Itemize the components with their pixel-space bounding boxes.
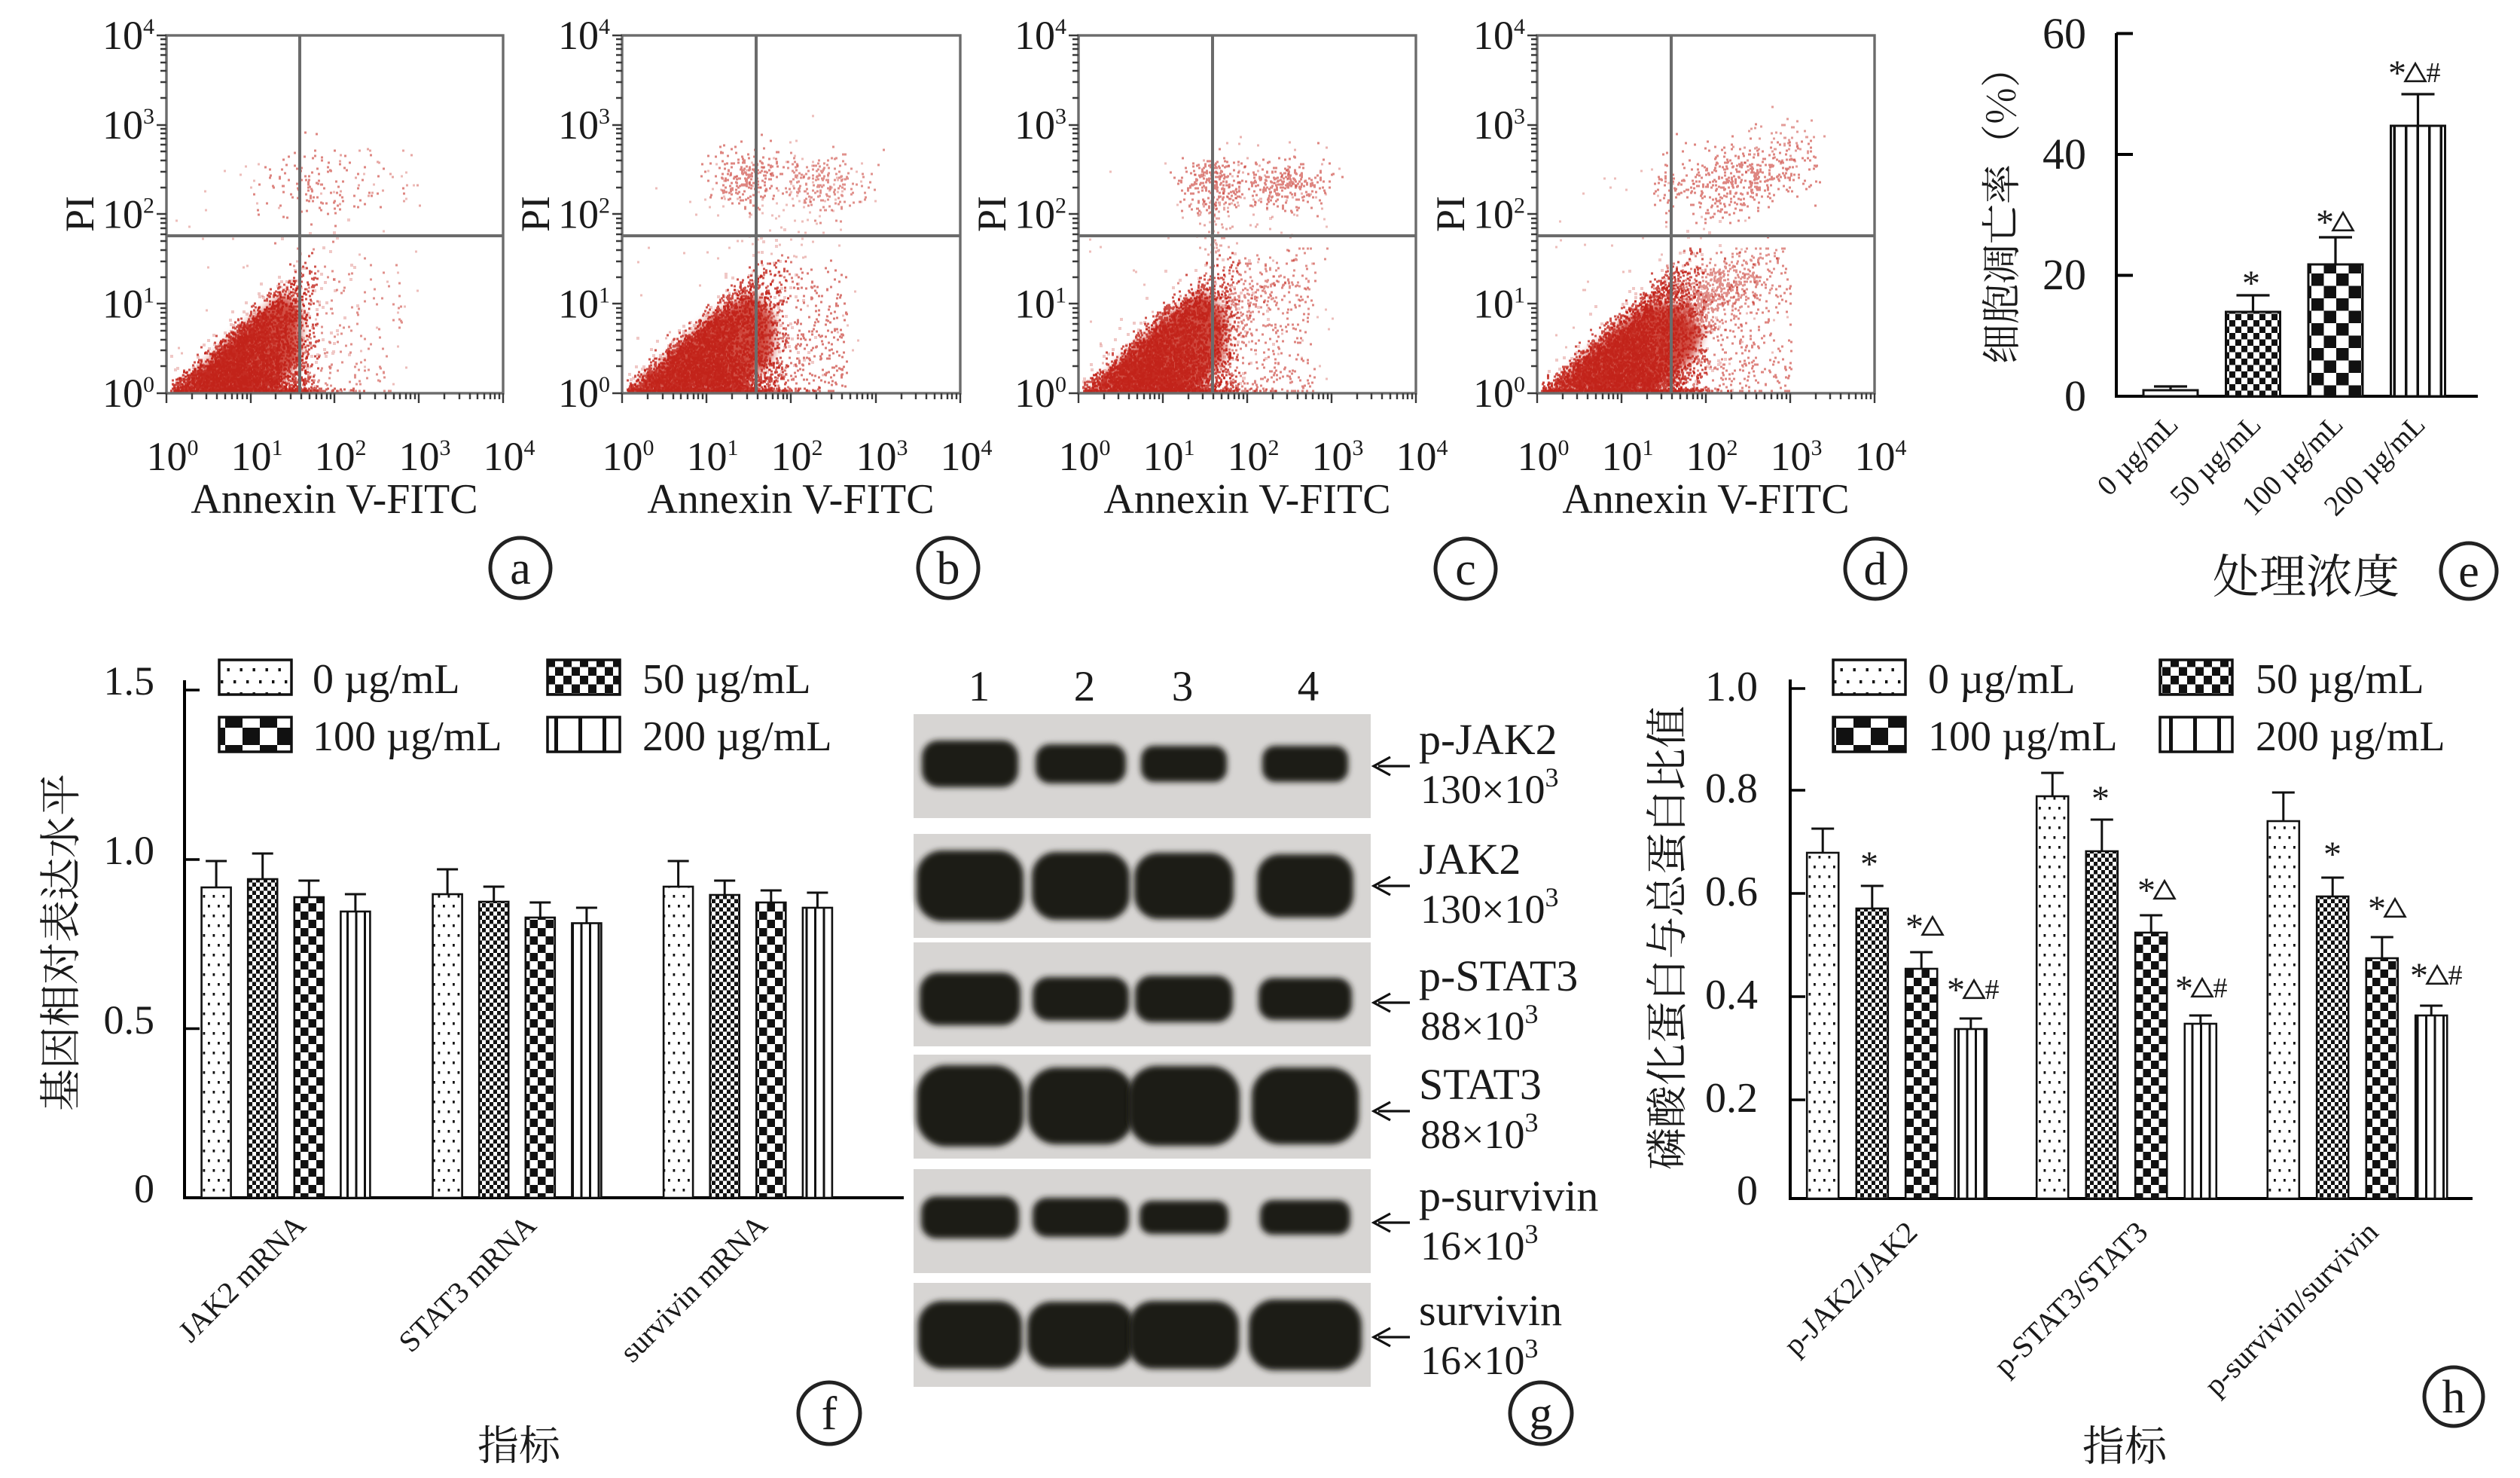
svg-text:2: 2 — [1074, 663, 1096, 710]
svg-text:1.0: 1.0 — [1705, 664, 1758, 710]
svg-text:130×103: 130×103 — [1420, 762, 1558, 812]
svg-text:0.4: 0.4 — [1705, 972, 1758, 1018]
svg-text:100: 100 — [558, 371, 610, 416]
svg-text:a: a — [510, 543, 531, 594]
svg-text:104: 104 — [1014, 13, 1066, 58]
svg-text:#: # — [1985, 974, 2000, 1006]
svg-text:100 µg/mL: 100 µg/mL — [313, 713, 502, 760]
svg-text:103: 103 — [1771, 434, 1823, 479]
svg-text:0: 0 — [2064, 371, 2086, 420]
svg-text:p-JAK2: p-JAK2 — [1419, 715, 1557, 764]
svg-text:102: 102 — [1228, 434, 1280, 479]
svg-text:p-STAT3: p-STAT3 — [1419, 951, 1578, 1000]
svg-text:PI: PI — [513, 196, 558, 232]
svg-text:102: 102 — [771, 434, 823, 479]
svg-text:0: 0 — [134, 1166, 154, 1211]
svg-text:d: d — [1864, 544, 1887, 595]
svg-text:h: h — [2442, 1372, 2466, 1423]
svg-text:1.0: 1.0 — [104, 828, 155, 873]
svg-text:60: 60 — [2043, 9, 2086, 58]
svg-text:3: 3 — [1172, 663, 1194, 710]
svg-text:0 µg/mL: 0 µg/mL — [313, 656, 460, 703]
svg-text:*: * — [2316, 203, 2334, 243]
svg-text:*: * — [1905, 907, 1924, 947]
svg-text:100 µg/mL: 100 µg/mL — [1928, 713, 2118, 760]
svg-text:20: 20 — [2043, 250, 2086, 299]
svg-text:4: 4 — [1298, 663, 1319, 710]
svg-text:104: 104 — [102, 13, 154, 58]
svg-text:103: 103 — [856, 434, 908, 479]
svg-text:100: 100 — [102, 371, 154, 416]
svg-text:PI: PI — [57, 196, 102, 232]
svg-text:101: 101 — [1143, 434, 1195, 479]
svg-text:STAT3: STAT3 — [1419, 1060, 1542, 1109]
svg-text:0: 0 — [1737, 1168, 1758, 1214]
svg-text:Annexin V-FITC: Annexin V-FITC — [1562, 476, 1849, 523]
svg-text:0.6: 0.6 — [1705, 869, 1758, 915]
svg-text:0 µg/mL: 0 µg/mL — [1928, 656, 2076, 703]
svg-text:101: 101 — [1014, 281, 1066, 326]
svg-text:88×103: 88×103 — [1420, 1107, 1538, 1157]
svg-text:p-survivin: p-survivin — [1419, 1171, 1598, 1220]
svg-text:Annexin V-FITC: Annexin V-FITC — [191, 476, 477, 523]
svg-text:e: e — [2458, 546, 2479, 597]
svg-text:#: # — [2213, 973, 2228, 1004]
svg-text:*: * — [1860, 844, 1878, 884]
svg-text:1: 1 — [969, 663, 990, 710]
svg-text:200 µg/mL: 200 µg/mL — [642, 713, 832, 760]
svg-text:survivin: survivin — [1419, 1286, 1562, 1335]
svg-text:*: * — [2410, 956, 2428, 996]
svg-text:0.5: 0.5 — [104, 997, 155, 1043]
svg-text:*: * — [2137, 871, 2155, 911]
svg-text:*: * — [2323, 835, 2342, 875]
svg-text:*: * — [2242, 264, 2260, 304]
svg-text:c: c — [1455, 544, 1476, 595]
svg-text:Annexin V-FITC: Annexin V-FITC — [1103, 476, 1390, 523]
svg-text:f: f — [822, 1388, 837, 1440]
svg-text:104: 104 — [941, 434, 993, 479]
svg-text:b: b — [937, 543, 960, 594]
svg-text:50 µg/mL: 50 µg/mL — [2256, 656, 2424, 703]
svg-text:JAK2: JAK2 — [1419, 835, 1521, 884]
svg-text:0.2: 0.2 — [1705, 1075, 1758, 1122]
svg-text:16×103: 16×103 — [1420, 1219, 1538, 1269]
svg-text:*: * — [2388, 53, 2406, 93]
svg-text:*: * — [2368, 889, 2386, 929]
svg-text:0.8: 0.8 — [1705, 765, 1758, 812]
svg-text:*: * — [1947, 970, 1965, 1010]
svg-text:200 µg/mL: 200 µg/mL — [2256, 713, 2445, 760]
svg-text:Annexin V-FITC: Annexin V-FITC — [647, 476, 934, 523]
svg-text:#: # — [2448, 960, 2463, 991]
svg-text:PI: PI — [1428, 196, 1473, 232]
svg-text:PI: PI — [969, 196, 1014, 232]
svg-text:130×103: 130×103 — [1420, 882, 1558, 932]
svg-text:1.5: 1.5 — [104, 658, 155, 704]
svg-text:*: * — [2175, 969, 2193, 1009]
svg-text:16×103: 16×103 — [1420, 1333, 1538, 1383]
svg-text:88×103: 88×103 — [1420, 999, 1538, 1049]
svg-text:50 µg/mL: 50 µg/mL — [642, 656, 811, 703]
svg-text:g: g — [1530, 1388, 1553, 1440]
svg-text:#: # — [2427, 57, 2441, 89]
svg-text:*: * — [2091, 779, 2110, 819]
svg-text:40: 40 — [2043, 130, 2086, 179]
